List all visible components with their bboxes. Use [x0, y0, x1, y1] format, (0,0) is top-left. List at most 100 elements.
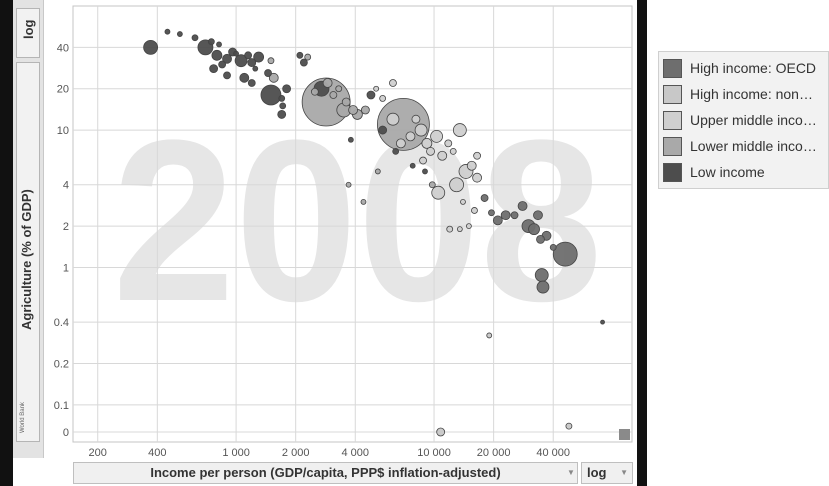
legend-label: Lower middle inco… [690, 138, 817, 154]
y-tick-label: 1 [63, 262, 69, 274]
data-point [446, 225, 454, 233]
data-point [395, 138, 406, 149]
data-point [376, 97, 430, 151]
legend-label: Upper middle inco… [690, 112, 817, 128]
x-tick-label: 20 000 [477, 447, 511, 458]
data-point [247, 79, 256, 87]
data-point [549, 243, 557, 251]
legend-label: High income: non… [690, 86, 813, 102]
data-point [488, 209, 495, 217]
x-indicator-selector[interactable]: Income per person (GDP/capita, PPP$ infl… [73, 462, 578, 484]
legend-item[interactable]: Low income [663, 161, 829, 183]
y-indicator-selector[interactable] [16, 62, 40, 442]
legend-item[interactable]: High income: OECD [663, 57, 829, 79]
x-scale-chevron-icon: ▼ [620, 468, 628, 477]
data-point [264, 69, 272, 77]
year-watermark: 2008 [113, 92, 603, 349]
data-point [449, 177, 465, 193]
legend-label: High income: OECD [690, 60, 817, 76]
data-point [335, 85, 343, 93]
x-tick-label: 400 [148, 447, 166, 458]
data-point [528, 223, 540, 236]
data-point [536, 280, 550, 294]
data-point [277, 110, 287, 119]
data-point [411, 114, 421, 124]
data-point [449, 147, 457, 155]
data-point [218, 60, 227, 69]
data-point [437, 150, 448, 161]
data-point [345, 181, 352, 188]
data-point [460, 199, 466, 205]
data-point [164, 28, 171, 35]
data-point [244, 51, 253, 60]
data-point [360, 199, 367, 205]
data-point [456, 226, 463, 233]
data-point [299, 58, 308, 67]
y-tick-label: 0.4 [54, 317, 69, 329]
x-scale-label: log [587, 465, 607, 480]
data-point [360, 105, 370, 115]
data-point [252, 65, 259, 72]
legend-item[interactable]: Upper middle inco… [663, 109, 829, 131]
x-selector-chevron-icon[interactable]: ▼ [567, 468, 575, 477]
data-point [430, 129, 443, 143]
x-tick-label: 4 000 [342, 447, 370, 458]
legend-swatch [663, 137, 682, 156]
data-point [329, 91, 338, 99]
x-tick-label: 2 000 [282, 447, 310, 458]
data-point [379, 95, 387, 102]
data-point [278, 95, 286, 102]
y-tick-label: 40 [57, 42, 69, 54]
data-point [533, 210, 543, 221]
x-scale-selector[interactable]: log ▼ [581, 462, 633, 484]
y-tick-label: 10 [57, 125, 69, 137]
x-axis-label: Income per person (GDP/capita, PPP$ infl… [150, 465, 501, 480]
legend-swatch [663, 59, 682, 78]
data-point [176, 31, 183, 37]
data-point [366, 90, 376, 100]
data-point [191, 34, 199, 42]
data-point [304, 53, 312, 61]
data-point [233, 50, 239, 57]
data-point [239, 72, 250, 83]
data-point [500, 210, 511, 221]
data-point [348, 105, 358, 115]
data-point [282, 84, 292, 94]
data-point [378, 125, 388, 135]
y-tick-label: 0.1 [54, 400, 69, 412]
data-point [209, 64, 219, 74]
y-scale-selector[interactable]: log [16, 8, 40, 58]
left-window-frame [0, 0, 13, 486]
y-zero-tick-label: 0 [63, 427, 69, 439]
legend-swatch [663, 111, 682, 130]
data-point [444, 139, 453, 148]
y-tick-label: 0.2 [54, 358, 69, 370]
data-point [260, 84, 282, 106]
data-point [405, 131, 416, 142]
data-point [223, 71, 231, 80]
resize-handle-icon [619, 429, 630, 440]
y-tick-label: 2 [63, 221, 69, 233]
legend-item[interactable]: High income: non… [663, 83, 829, 105]
data-point [472, 172, 482, 183]
data-point [347, 136, 354, 143]
y-tick-label: 4 [63, 180, 69, 192]
data-point [486, 332, 493, 339]
data-point [600, 319, 605, 325]
data-point [341, 97, 351, 107]
data-point [207, 38, 215, 46]
legend-item[interactable]: Lower middle inco… [663, 135, 829, 157]
data-point [296, 51, 304, 59]
data-point [473, 151, 481, 160]
data-point [392, 147, 400, 155]
data-point [431, 185, 446, 200]
data-point [471, 207, 478, 214]
data-point [510, 211, 519, 220]
data-point [419, 156, 427, 165]
y-tick-label: 20 [57, 84, 69, 96]
data-point [373, 85, 380, 92]
data-point [466, 223, 472, 229]
data-point [428, 181, 436, 189]
legend-swatch [663, 85, 682, 104]
